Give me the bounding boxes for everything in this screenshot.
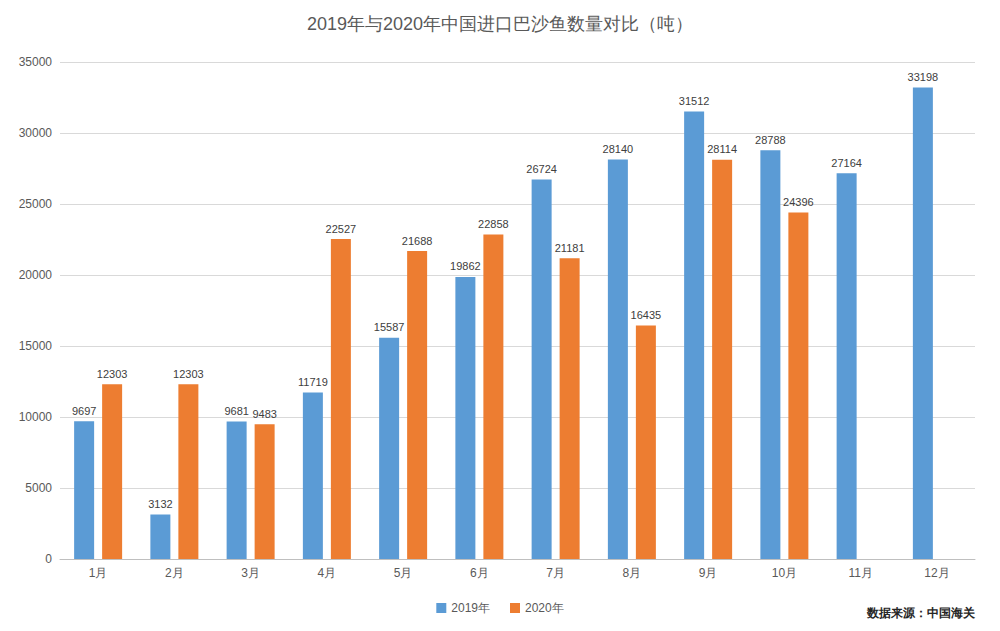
svg-text:11月: 11月	[848, 566, 872, 580]
svg-text:5000: 5000	[25, 481, 52, 495]
svg-text:2019年与2020年中国进口巴沙鱼数量对比（吨）: 2019年与2020年中国进口巴沙鱼数量对比（吨）	[307, 14, 693, 34]
svg-text:22858: 22858	[478, 218, 509, 230]
svg-text:30000: 30000	[19, 126, 53, 140]
svg-text:2020年: 2020年	[525, 601, 564, 615]
svg-text:35000: 35000	[19, 55, 53, 69]
svg-text:27164: 27164	[831, 157, 862, 169]
svg-text:31512: 31512	[679, 95, 710, 107]
svg-text:9483: 9483	[252, 408, 276, 420]
svg-text:7月: 7月	[546, 566, 565, 580]
svg-text:11719: 11719	[298, 376, 328, 388]
svg-text:19862: 19862	[450, 260, 481, 272]
svg-text:15000: 15000	[19, 339, 53, 353]
svg-text:33198: 33198	[908, 71, 939, 83]
svg-text:3132: 3132	[148, 498, 172, 510]
svg-text:28114: 28114	[707, 143, 737, 155]
svg-text:数据来源：中国海关: 数据来源：中国海关	[866, 606, 976, 620]
svg-text:28788: 28788	[755, 134, 786, 146]
svg-text:3月: 3月	[241, 566, 260, 580]
svg-text:9681: 9681	[224, 405, 248, 417]
svg-text:1月: 1月	[89, 566, 108, 580]
svg-text:2019年: 2019年	[451, 601, 490, 615]
svg-text:0: 0	[45, 552, 52, 566]
svg-text:8月: 8月	[623, 566, 642, 580]
svg-text:26724: 26724	[526, 163, 557, 175]
svg-text:9月: 9月	[699, 566, 718, 580]
svg-text:25000: 25000	[19, 197, 53, 211]
svg-text:21688: 21688	[402, 235, 433, 247]
svg-text:4月: 4月	[318, 566, 337, 580]
svg-text:12303: 12303	[97, 368, 128, 380]
svg-text:12303: 12303	[173, 368, 204, 380]
svg-text:9697: 9697	[72, 405, 96, 417]
svg-text:20000: 20000	[19, 268, 53, 282]
svg-text:28140: 28140	[603, 143, 634, 155]
svg-text:10000: 10000	[19, 410, 53, 424]
svg-text:5月: 5月	[394, 566, 413, 580]
svg-text:6月: 6月	[470, 566, 489, 580]
svg-text:22527: 22527	[326, 223, 357, 235]
svg-text:2月: 2月	[165, 566, 184, 580]
svg-text:16435: 16435	[631, 309, 662, 321]
svg-text:10月: 10月	[772, 566, 797, 580]
svg-text:21181: 21181	[555, 242, 585, 254]
svg-text:24396: 24396	[783, 196, 814, 208]
svg-text:12月: 12月	[924, 566, 949, 580]
svg-text:15587: 15587	[374, 321, 405, 333]
